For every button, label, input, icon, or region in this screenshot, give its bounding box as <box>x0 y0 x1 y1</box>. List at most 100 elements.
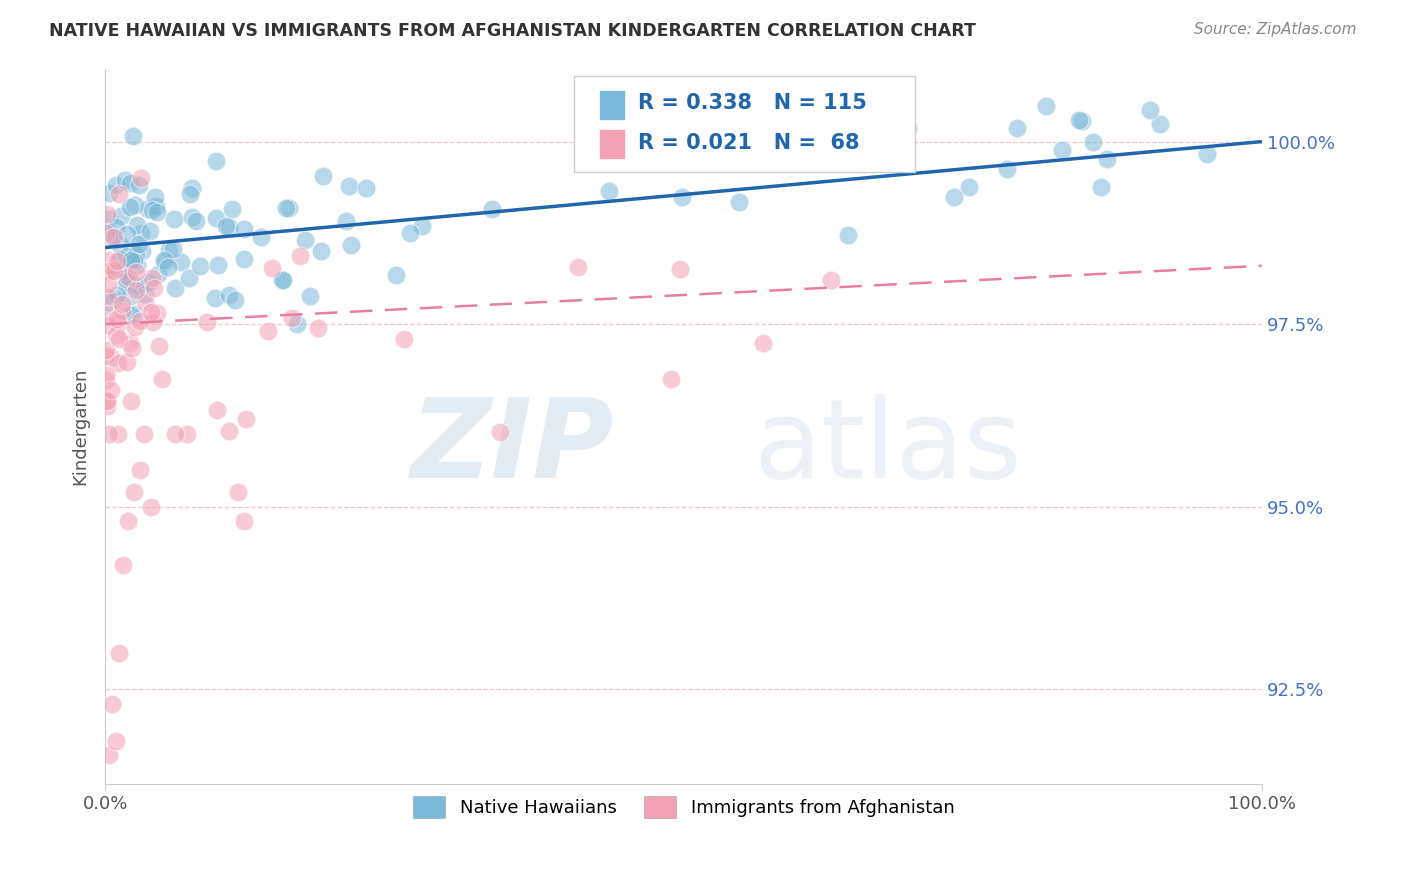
Point <box>778 113 800 128</box>
Point <box>107 426 129 441</box>
Point <box>96 226 118 240</box>
Point <box>96 207 118 221</box>
Point <box>312 169 335 183</box>
Point <box>122 253 145 268</box>
Point <box>271 273 294 287</box>
Point <box>1070 114 1092 128</box>
Point <box>218 220 240 235</box>
Point <box>488 425 510 440</box>
Point <box>233 222 256 236</box>
Point <box>115 227 138 241</box>
Point <box>290 249 312 263</box>
Point <box>96 399 118 413</box>
Point <box>131 244 153 259</box>
Point <box>107 332 129 346</box>
Point <box>110 304 132 318</box>
Point <box>307 321 329 335</box>
Point <box>105 254 128 268</box>
Point <box>145 199 167 213</box>
Point <box>1035 98 1057 112</box>
Point <box>150 372 173 386</box>
Point <box>398 226 420 240</box>
Point <box>249 230 271 244</box>
Point <box>100 383 122 397</box>
Point <box>890 159 912 173</box>
Point <box>100 350 122 364</box>
Point <box>1149 117 1171 131</box>
Text: R = 0.338   N = 115: R = 0.338 N = 115 <box>638 93 868 112</box>
Point <box>221 202 243 216</box>
Point <box>127 218 149 232</box>
Point <box>107 356 129 370</box>
Legend: Native Hawaiians, Immigrants from Afghanistan: Native Hawaiians, Immigrants from Afghan… <box>405 789 962 825</box>
Point <box>299 288 322 302</box>
Point <box>169 255 191 269</box>
Point <box>159 243 181 257</box>
Point <box>766 149 789 163</box>
Point <box>1081 135 1104 149</box>
Point <box>224 293 246 307</box>
Point <box>567 260 589 274</box>
Point <box>97 290 120 304</box>
Bar <box>599 90 624 120</box>
Point <box>127 258 149 272</box>
Point <box>96 393 118 408</box>
Point <box>132 426 155 441</box>
Point <box>96 343 118 357</box>
Point <box>1067 113 1090 128</box>
Point <box>659 372 682 386</box>
Point <box>1050 144 1073 158</box>
Point <box>97 295 120 310</box>
Point <box>115 274 138 288</box>
Point <box>104 178 127 192</box>
Point <box>180 181 202 195</box>
Point <box>118 289 141 303</box>
Point <box>96 368 118 383</box>
Point <box>121 252 143 266</box>
Point <box>101 697 124 711</box>
Point <box>146 267 169 281</box>
Point <box>141 270 163 285</box>
Point <box>179 271 201 285</box>
Point <box>145 306 167 320</box>
Point <box>232 252 254 267</box>
Point <box>120 394 142 409</box>
Point <box>205 403 228 417</box>
Text: Source: ZipAtlas.com: Source: ZipAtlas.com <box>1194 22 1357 37</box>
Point <box>110 209 132 223</box>
Point <box>205 153 228 168</box>
FancyBboxPatch shape <box>574 76 915 172</box>
Point <box>125 283 148 297</box>
Point <box>111 263 134 277</box>
Point <box>281 311 304 326</box>
Point <box>120 308 142 322</box>
Point <box>274 201 297 215</box>
Point <box>1005 121 1028 136</box>
Point <box>98 426 121 441</box>
Point <box>101 261 124 276</box>
Point <box>96 394 118 409</box>
Text: atlas: atlas <box>754 394 1021 501</box>
Text: ZIP: ZIP <box>411 394 614 501</box>
Point <box>129 314 152 328</box>
Point <box>337 178 360 193</box>
Point <box>97 212 120 227</box>
Point <box>752 335 775 350</box>
Point <box>309 244 332 259</box>
Point <box>107 316 129 330</box>
Point <box>148 339 170 353</box>
Point <box>138 275 160 289</box>
Point <box>1090 180 1112 194</box>
Point <box>105 327 128 342</box>
Point <box>995 162 1018 177</box>
Point <box>103 230 125 244</box>
Point <box>218 288 240 302</box>
Point <box>142 281 165 295</box>
Point <box>108 646 131 660</box>
Point <box>233 515 256 529</box>
Point <box>163 426 186 441</box>
Point <box>727 195 749 210</box>
Point <box>957 180 980 194</box>
Point <box>117 269 139 284</box>
Point <box>204 291 226 305</box>
